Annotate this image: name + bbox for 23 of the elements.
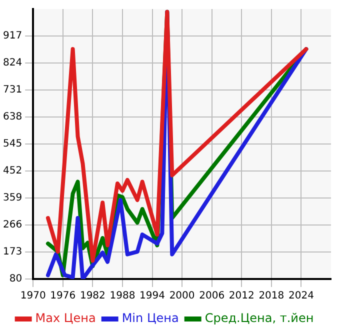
legend-label: Сред.Цена, т.йен (204, 311, 314, 326)
y-tick-label: 80 (9, 274, 22, 285)
x-tick-label: 1982 (80, 290, 106, 302)
y-tick-label: 545 (2, 138, 22, 150)
x-tick-label: 1994 (140, 290, 165, 302)
x-tick-label: 1988 (110, 290, 136, 302)
x-tick-label: 1976 (50, 290, 76, 302)
x-tick-label: 2012 (228, 290, 254, 302)
x-tick-label: 2000 (169, 290, 195, 302)
x-tick-label: 2018 (258, 290, 284, 302)
y-tick-label: 824 (2, 58, 22, 69)
y-tick-label: 731 (2, 84, 22, 96)
y-tick-label: 638 (2, 112, 22, 123)
x-tick-label: 2006 (199, 290, 225, 302)
x-tick-label: 1970 (20, 290, 46, 302)
legend-label: Min Цена (122, 311, 179, 326)
y-tick-label: 359 (2, 192, 22, 204)
y-tick-label: 452 (2, 166, 22, 177)
x-tick-label: 2024 (288, 290, 314, 302)
y-tick-label: 173 (2, 246, 22, 258)
legend-label: Max Цена (35, 311, 96, 326)
y-tick-label: 917 (2, 30, 22, 42)
y-tick-label: 266 (2, 220, 22, 231)
